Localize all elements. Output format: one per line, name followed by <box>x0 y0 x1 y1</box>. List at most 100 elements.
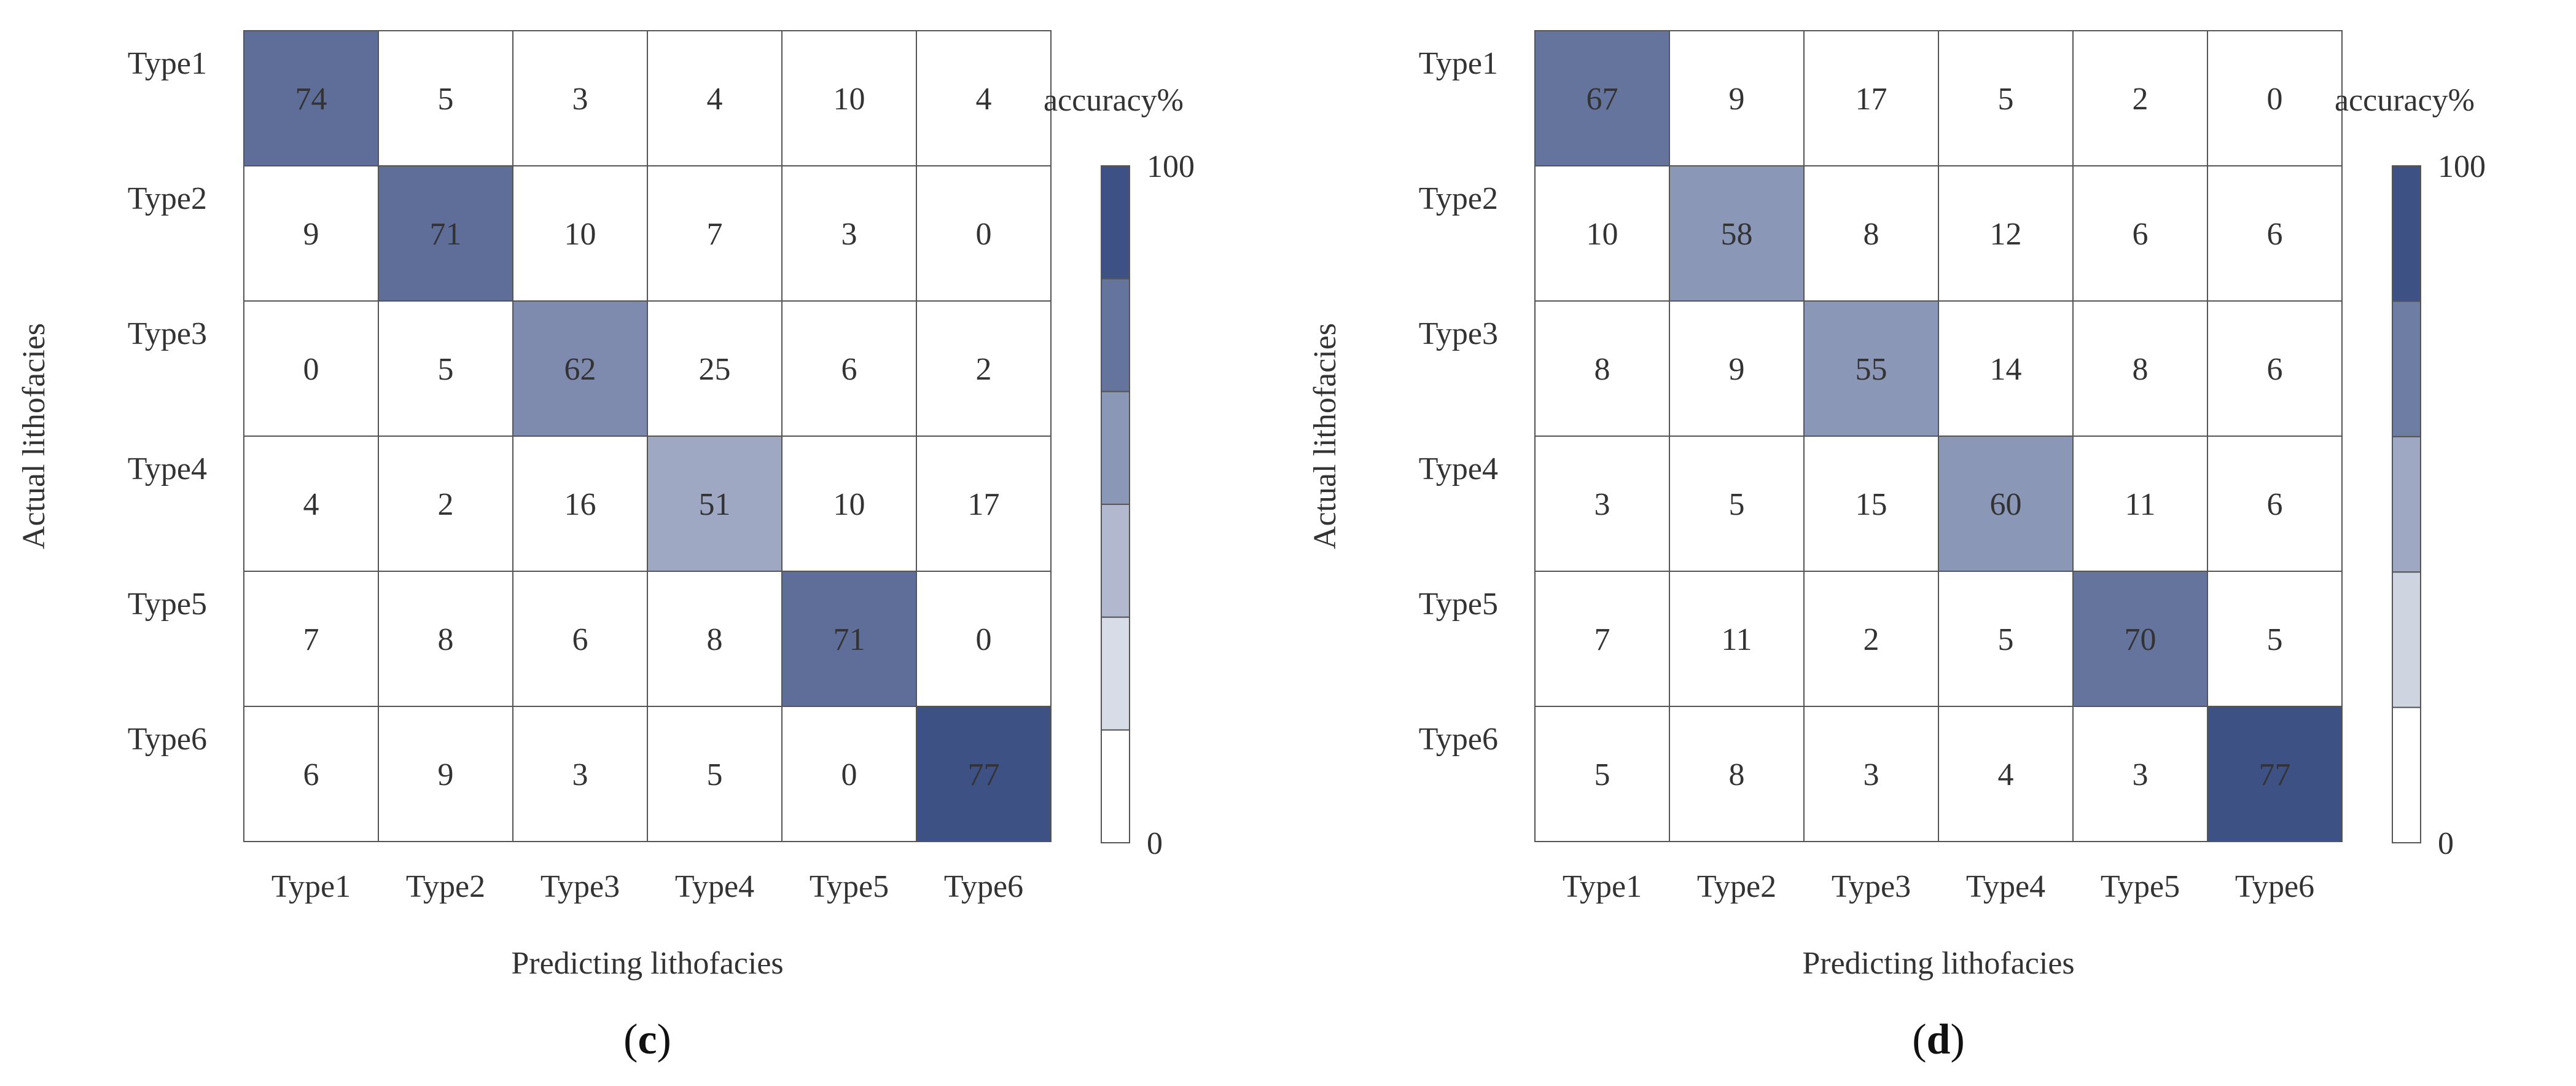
heatmap-cell <box>512 571 648 707</box>
cell-value-label: 5 <box>1729 487 1745 522</box>
heatmap-cell <box>2072 706 2208 842</box>
y-tick-label: Type5 <box>1419 587 1498 622</box>
heatmap-cell <box>2207 30 2343 166</box>
panel-label-open-paren: ( <box>623 1016 638 1063</box>
heatmap-cell <box>2072 165 2208 302</box>
colorbar-band <box>1101 165 1130 279</box>
x-tick-label: Type6 <box>944 869 1023 904</box>
heatmap-cell <box>781 30 917 166</box>
x-tick-label: Type1 <box>271 869 351 904</box>
cell-value-label: 6 <box>2133 217 2149 252</box>
cell-value-label: 5 <box>438 352 454 387</box>
cell-value-label: 17 <box>968 487 1000 522</box>
heatmap-cell <box>1938 165 2074 302</box>
cell-value-label: 6 <box>572 622 588 657</box>
cell-value-label: 8 <box>707 622 723 657</box>
heatmap-cell <box>1938 706 2074 842</box>
heatmap-cell <box>2072 436 2208 572</box>
cell-value-label: 7 <box>303 622 319 657</box>
cell-value-label: 5 <box>707 757 723 792</box>
cell-value-label: 17 <box>1856 82 1887 117</box>
colorbar-min-label: 0 <box>2438 826 2454 861</box>
heatmap-cell <box>1669 30 1805 166</box>
colorbar-title: accuracy% <box>1044 83 1184 118</box>
heatmap-cell <box>916 30 1052 166</box>
cell-value-label: 9 <box>1729 352 1745 387</box>
cell-value-label: 3 <box>572 757 588 792</box>
colorbar-band <box>2392 436 2421 573</box>
cell-value-label: 14 <box>1990 352 2022 387</box>
heatmap-cell <box>647 706 783 842</box>
x-axis-title: Predicting lithofacies <box>511 946 783 981</box>
heatmap-cell <box>2207 165 2343 302</box>
heatmap-cell <box>916 436 1052 572</box>
cell-value-label: 0 <box>303 352 319 387</box>
colorbar-band <box>1101 391 1130 505</box>
heatmap-cell <box>1803 300 1939 437</box>
heatmap-cell <box>1669 436 1805 572</box>
heatmap-cell <box>781 571 917 707</box>
colorbar-band <box>1101 278 1130 393</box>
cell-value-label: 0 <box>2267 82 2283 117</box>
heatmap-cell <box>916 706 1052 842</box>
colorbar-band <box>1101 504 1130 618</box>
cell-value-label: 7 <box>707 217 723 252</box>
heatmap-cell <box>2072 300 2208 437</box>
heatmap-cell <box>378 300 513 437</box>
heatmap-cell <box>1938 30 2074 166</box>
heatmap-cell <box>243 706 379 842</box>
heatmap-cell <box>916 300 1052 437</box>
x-tick-label: Type6 <box>2235 869 2314 904</box>
y-tick-label: Type6 <box>128 722 207 757</box>
cell-value-label: 2 <box>438 487 454 522</box>
heatmap-cell <box>1803 165 1939 302</box>
cell-value-label: 5 <box>1998 82 2014 117</box>
heatmap-cell <box>1534 300 1670 437</box>
x-tick-label: Type3 <box>541 869 620 904</box>
heatmap-cell <box>647 436 783 572</box>
colorbar-max-label: 100 <box>2438 149 2486 184</box>
cell-value-label: 71 <box>430 217 462 252</box>
cell-value-label: 77 <box>2259 757 2291 792</box>
heatmap-cell <box>378 436 513 572</box>
cell-value-label: 4 <box>1998 757 2014 792</box>
x-axis-title: Predicting lithofacies <box>1802 946 2074 981</box>
colorbar-max-label: 100 <box>1147 149 1195 184</box>
cell-value-label: 6 <box>2267 352 2283 387</box>
heatmap-cell <box>1669 571 1805 707</box>
cell-value-label: 5 <box>1594 757 1610 792</box>
cell-value-label: 2 <box>976 352 992 387</box>
heatmap-cell <box>2207 571 2343 707</box>
cell-value-label: 10 <box>833 487 865 522</box>
cell-value-label: 74 <box>295 82 327 117</box>
y-axis-title: Actual lithofacies <box>17 323 52 549</box>
heatmap-cell <box>1803 706 1939 842</box>
cell-value-label: 9 <box>303 217 319 252</box>
heatmap-cell <box>1669 706 1805 842</box>
cell-value-label: 12 <box>1990 217 2022 252</box>
cell-value-label: 10 <box>833 82 865 117</box>
y-tick-label: Type2 <box>1419 181 1498 216</box>
cell-value-label: 60 <box>1990 487 2022 522</box>
y-tick-label: Type2 <box>128 181 207 216</box>
cell-value-label: 62 <box>564 352 596 387</box>
heatmap-cell <box>512 30 648 166</box>
cell-value-label: 55 <box>1856 352 1887 387</box>
heatmap-cell <box>243 300 379 437</box>
cell-value-label: 3 <box>2133 757 2149 792</box>
heatmap-cell <box>916 165 1052 302</box>
y-tick-label: Type5 <box>128 587 207 622</box>
cell-value-label: 71 <box>833 622 865 657</box>
x-tick-label: Type5 <box>2101 869 2180 904</box>
cell-value-label: 4 <box>303 487 319 522</box>
cell-value-label: 4 <box>707 82 723 117</box>
cell-value-label: 25 <box>699 352 731 387</box>
cell-value-label: 3 <box>1594 487 1610 522</box>
panel-label-close-paren: ) <box>657 1016 671 1063</box>
colorbar-band <box>1101 729 1130 844</box>
cell-value-label: 10 <box>1587 217 1618 252</box>
cell-value-label: 6 <box>303 757 319 792</box>
y-tick-label: Type3 <box>128 316 207 351</box>
y-tick-label: Type4 <box>1419 451 1498 486</box>
